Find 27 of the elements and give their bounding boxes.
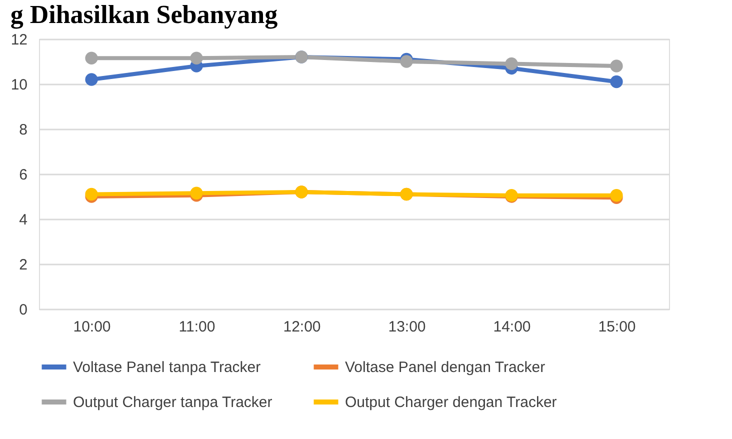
y-tick-label: 2 xyxy=(19,256,28,274)
point xyxy=(400,55,413,68)
x-tick-label: 10:00 xyxy=(73,318,111,336)
x-tick-label: 13:00 xyxy=(388,318,426,336)
point xyxy=(85,73,98,86)
point xyxy=(505,57,518,70)
x-tick-label: 12:00 xyxy=(283,318,321,336)
y-tick-label: 4 xyxy=(19,212,28,228)
legend-label: Output Charger tanpa Tracker xyxy=(73,394,272,411)
legend-label: Output Charger dengan Tracker xyxy=(345,394,557,411)
point xyxy=(610,75,623,88)
x-tick-label: 15:00 xyxy=(598,318,636,336)
point xyxy=(85,52,98,64)
y-tick-label: 6 xyxy=(19,166,28,184)
point xyxy=(190,186,203,200)
point xyxy=(190,52,203,64)
y-tick-label: 0 xyxy=(19,302,28,318)
y-tick-label: 12 xyxy=(10,32,28,48)
legend-label: Voltase Panel dengan Tracker xyxy=(345,359,546,376)
y-tick-label: 10 xyxy=(10,76,28,94)
x-tick-label: 14:00 xyxy=(493,318,531,336)
point xyxy=(85,188,98,201)
x-tick-label: 11:00 xyxy=(178,318,216,336)
y-tick-label: 8 xyxy=(19,122,28,138)
point xyxy=(610,60,623,72)
chart-title: g Dihasilkan Sebanyang xyxy=(10,0,278,29)
legend-label: Voltase Panel tanpa Tracker xyxy=(73,359,261,376)
